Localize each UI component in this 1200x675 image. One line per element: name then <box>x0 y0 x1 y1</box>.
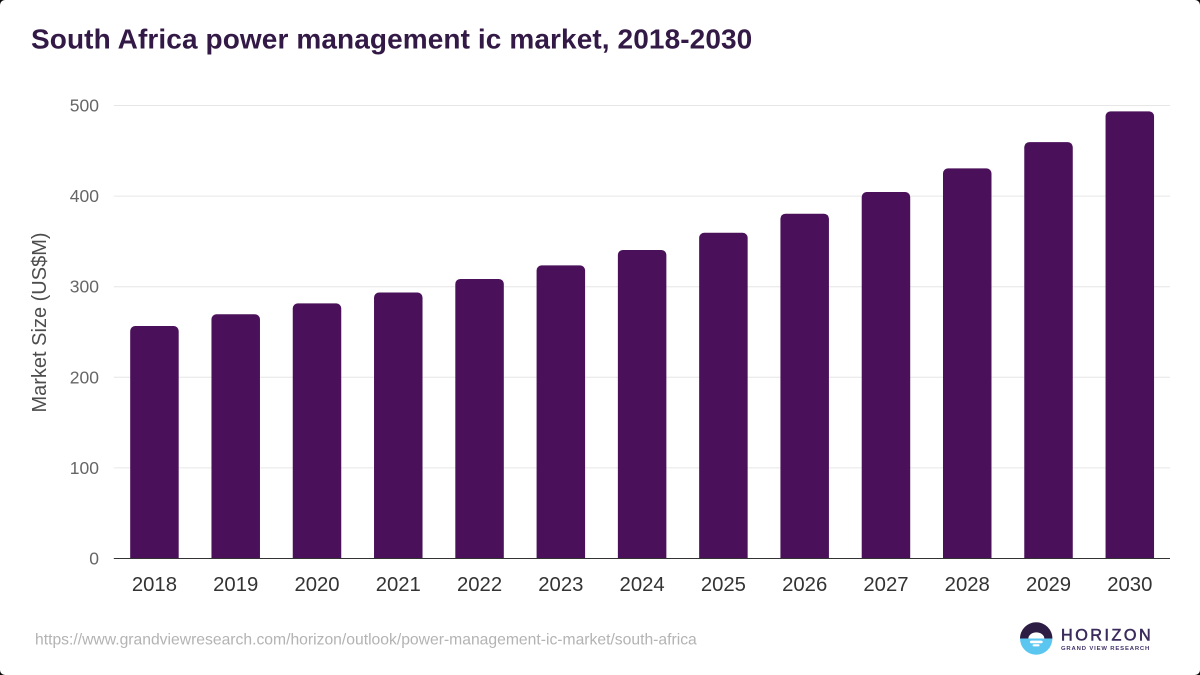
svg-text:200: 200 <box>70 367 99 387</box>
svg-text:2021: 2021 <box>376 574 421 596</box>
svg-text:2026: 2026 <box>782 574 827 596</box>
svg-text:Market Size (US$M): Market Size (US$M) <box>29 232 51 412</box>
svg-text:0: 0 <box>89 549 99 569</box>
svg-text:GRAND VIEW RESEARCH: GRAND VIEW RESEARCH <box>1061 646 1150 652</box>
svg-text:2020: 2020 <box>294 574 339 596</box>
svg-text:400: 400 <box>70 186 99 206</box>
svg-text:2027: 2027 <box>863 574 908 596</box>
svg-text:2023: 2023 <box>538 574 583 596</box>
svg-text:https://www.grandviewresearch.: https://www.grandviewresearch.com/horizo… <box>35 632 697 649</box>
svg-text:2019: 2019 <box>213 574 258 596</box>
svg-text:300: 300 <box>70 277 99 297</box>
svg-text:2030: 2030 <box>1107 574 1152 596</box>
svg-text:2018: 2018 <box>132 574 177 596</box>
svg-text:2025: 2025 <box>701 574 746 596</box>
svg-text:HORIZON: HORIZON <box>1061 627 1153 645</box>
svg-text:2022: 2022 <box>457 574 502 596</box>
svg-text:2028: 2028 <box>945 574 990 596</box>
svg-text:2029: 2029 <box>1026 574 1071 596</box>
svg-text:South Africa power management: South Africa power management ic market,… <box>31 24 752 55</box>
svg-text:2024: 2024 <box>620 574 665 596</box>
svg-text:100: 100 <box>70 458 99 478</box>
svg-text:500: 500 <box>70 96 99 116</box>
